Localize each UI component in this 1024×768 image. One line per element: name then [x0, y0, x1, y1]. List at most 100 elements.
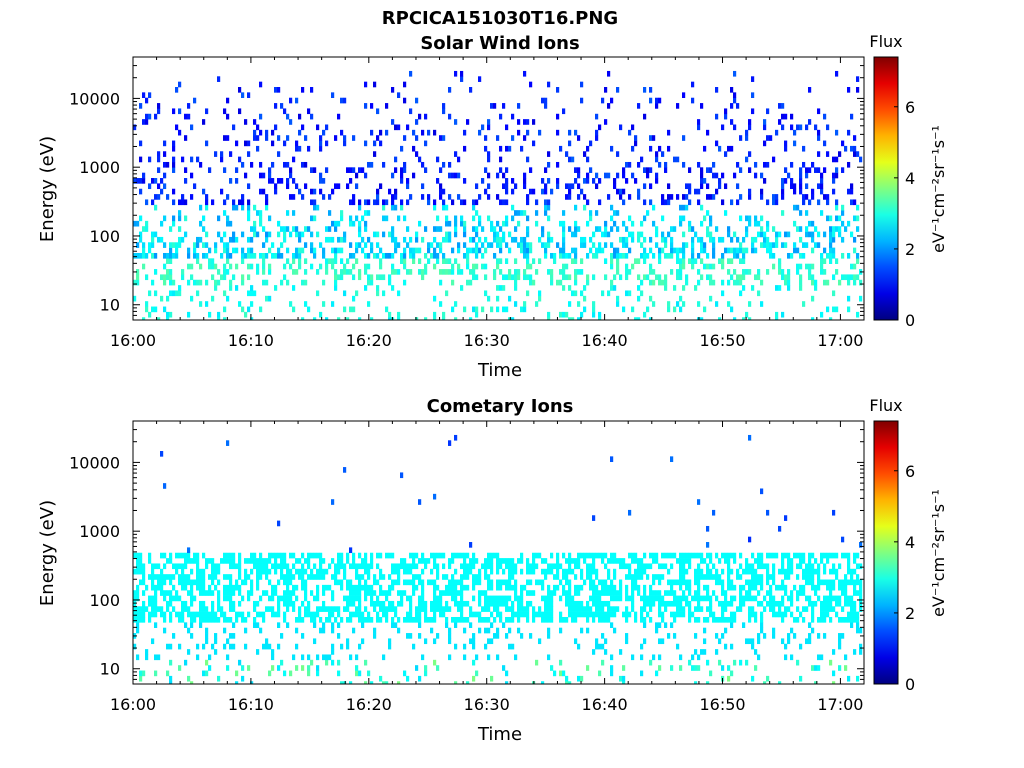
heatmap-cell [499, 145, 503, 152]
heatmap-cell [334, 252, 338, 259]
heatmap-cell [343, 606, 347, 612]
heatmap-cell [658, 654, 662, 661]
heatmap-cell [709, 263, 713, 270]
heatmap-cell [316, 568, 320, 575]
heatmap-cell [805, 242, 809, 248]
heatmap-cell [859, 643, 863, 650]
heatmap-cell [436, 156, 440, 163]
heatmap-cell [688, 558, 692, 564]
heatmap-cell [205, 633, 209, 639]
heatmap-cell [736, 274, 740, 281]
heatmap-cell [364, 659, 368, 666]
heatmap-cell [565, 590, 569, 596]
heatmap-cell [778, 263, 782, 270]
heatmap-cell [310, 590, 314, 596]
heatmap-cell [727, 226, 731, 232]
heatmap-cell [388, 279, 392, 286]
heatmap-cell [625, 611, 629, 618]
heatmap-cell [169, 552, 173, 559]
heatmap-cell [676, 258, 680, 264]
heatmap-cell [151, 606, 155, 612]
heatmap-cell [505, 558, 509, 564]
heatmap-cell [268, 552, 272, 559]
heatmap-cell [628, 215, 632, 222]
heatmap-cell [544, 595, 548, 602]
heatmap-cell [508, 558, 512, 564]
heatmap-cell [277, 665, 281, 671]
heatmap-cell [829, 590, 833, 596]
heatmap-cell [643, 552, 647, 559]
heatmap-cell [739, 290, 743, 297]
heatmap-cell [373, 590, 377, 596]
heatmap-cell [205, 558, 209, 564]
heatmap-cell [742, 600, 746, 607]
heatmap-cell [694, 681, 698, 684]
heatmap-cell [700, 258, 704, 264]
heatmap-cell [751, 563, 755, 570]
heatmap-cell [496, 563, 500, 570]
heatmap-cell [637, 590, 641, 596]
heatmap-cell [754, 568, 758, 575]
heatmap-cell [151, 579, 155, 586]
heatmap-cell [679, 269, 683, 275]
heatmap-cell [400, 563, 404, 570]
heatmap-cell [409, 247, 413, 254]
heatmap-cell [796, 552, 800, 559]
heatmap-cell [847, 558, 851, 564]
heatmap-cell [346, 558, 350, 564]
heatmap-cell [793, 188, 797, 195]
heatmap-cell [307, 606, 311, 612]
heatmap-cell [733, 269, 737, 275]
heatmap-cell [577, 675, 581, 682]
heatmap-cell [454, 552, 458, 559]
heatmap-cell [514, 654, 518, 661]
heatmap-cell [739, 574, 743, 580]
heatmap-cell [307, 552, 311, 559]
heatmap-cell [826, 558, 830, 564]
heatmap-cell [280, 558, 284, 564]
heatmap-cell [325, 568, 329, 575]
heatmap-cell [685, 595, 689, 602]
heatmap-cell [649, 247, 653, 254]
heatmap-cell [268, 247, 272, 254]
heatmap-cell [691, 258, 695, 264]
heatmap-cell [340, 552, 344, 559]
heatmap-cell [553, 584, 557, 591]
heatmap-cell [463, 627, 467, 634]
heatmap-cell [325, 236, 329, 243]
heatmap-cell [319, 242, 323, 248]
heatmap-cell [847, 87, 851, 93]
heatmap-cell [148, 552, 152, 559]
heatmap-cell [136, 611, 140, 618]
heatmap-cell [229, 563, 233, 570]
heatmap-cell [454, 220, 458, 227]
heatmap-cell [619, 236, 623, 243]
heatmap-cell [769, 135, 773, 141]
heatmap-cell [538, 552, 542, 559]
heatmap-cell [718, 236, 722, 243]
heatmap-cell [700, 183, 704, 190]
heatmap-cell [355, 247, 359, 254]
heatmap-cell [841, 579, 845, 586]
heatmap-cell [319, 145, 323, 152]
heatmap-cell [601, 552, 605, 559]
heatmap-cell [712, 574, 716, 580]
heatmap-cell [163, 595, 167, 602]
heatmap-cell [781, 103, 785, 109]
heatmap-cell [238, 199, 242, 206]
heatmap-cell [847, 129, 851, 136]
heatmap-cell [724, 210, 728, 216]
heatmap-cell [421, 274, 425, 281]
heatmap-cell [349, 306, 353, 313]
heatmap-cell [352, 194, 356, 200]
heatmap-cell [799, 178, 803, 184]
heatmap-cell [754, 616, 758, 623]
heatmap-cell [280, 242, 284, 248]
heatmap-cell [556, 279, 560, 286]
heatmap-cell [163, 483, 167, 489]
heatmap-cell [379, 129, 383, 136]
heatmap-cell [637, 188, 641, 195]
heatmap-cell [703, 584, 707, 591]
heatmap-cell [589, 215, 593, 222]
heatmap-cell [175, 590, 179, 596]
